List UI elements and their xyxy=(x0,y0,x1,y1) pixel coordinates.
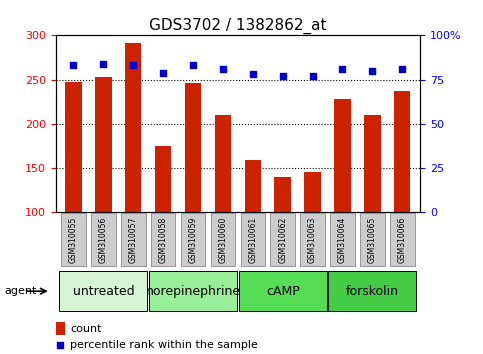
Bar xyxy=(56,322,65,335)
Text: GSM310057: GSM310057 xyxy=(129,217,138,263)
Bar xyxy=(95,77,112,212)
Point xyxy=(129,63,137,68)
Bar xyxy=(185,83,201,212)
Text: count: count xyxy=(70,324,101,333)
Text: GSM310061: GSM310061 xyxy=(248,217,257,263)
Point xyxy=(339,66,346,72)
Text: GSM310060: GSM310060 xyxy=(218,217,227,263)
Text: cAMP: cAMP xyxy=(266,285,299,298)
FancyBboxPatch shape xyxy=(181,213,205,266)
FancyBboxPatch shape xyxy=(61,213,86,266)
FancyBboxPatch shape xyxy=(151,213,175,266)
Point xyxy=(279,73,286,79)
Bar xyxy=(125,44,142,212)
Text: untreated: untreated xyxy=(72,285,134,298)
Text: GSM310059: GSM310059 xyxy=(188,217,198,263)
Point xyxy=(159,70,167,75)
FancyBboxPatch shape xyxy=(241,213,265,266)
Point xyxy=(369,68,376,74)
Text: GSM310062: GSM310062 xyxy=(278,217,287,263)
FancyBboxPatch shape xyxy=(328,271,416,311)
FancyBboxPatch shape xyxy=(91,213,115,266)
FancyBboxPatch shape xyxy=(59,271,147,311)
Text: GSM310058: GSM310058 xyxy=(158,217,168,263)
Point xyxy=(309,73,316,79)
FancyBboxPatch shape xyxy=(330,213,355,266)
Bar xyxy=(364,115,381,212)
Point xyxy=(249,72,256,77)
Bar xyxy=(334,99,351,212)
Point xyxy=(398,66,406,72)
Text: GSM310066: GSM310066 xyxy=(398,217,407,263)
FancyBboxPatch shape xyxy=(300,213,325,266)
Bar xyxy=(65,82,82,212)
Bar xyxy=(244,160,261,212)
Text: GSM310055: GSM310055 xyxy=(69,217,78,263)
Text: agent: agent xyxy=(5,286,37,296)
Bar xyxy=(394,91,411,212)
FancyBboxPatch shape xyxy=(390,213,414,266)
Bar xyxy=(215,115,231,212)
Text: GSM310064: GSM310064 xyxy=(338,217,347,263)
FancyBboxPatch shape xyxy=(270,213,295,266)
Bar xyxy=(274,177,291,212)
FancyBboxPatch shape xyxy=(211,213,235,266)
FancyBboxPatch shape xyxy=(121,213,145,266)
Point xyxy=(99,61,107,67)
FancyBboxPatch shape xyxy=(149,271,237,311)
Title: GDS3702 / 1382862_at: GDS3702 / 1382862_at xyxy=(149,18,327,34)
Point xyxy=(219,66,227,72)
Text: GSM310065: GSM310065 xyxy=(368,217,377,263)
Point xyxy=(70,63,77,68)
Point xyxy=(189,63,197,68)
FancyBboxPatch shape xyxy=(360,213,384,266)
Text: percentile rank within the sample: percentile rank within the sample xyxy=(70,340,258,350)
Text: norepinephrine: norepinephrine xyxy=(145,285,241,298)
Text: GSM310056: GSM310056 xyxy=(99,217,108,263)
FancyBboxPatch shape xyxy=(239,271,327,311)
Text: forskolin: forskolin xyxy=(346,285,399,298)
Text: GSM310063: GSM310063 xyxy=(308,217,317,263)
Bar xyxy=(304,172,321,212)
Bar xyxy=(155,146,171,212)
Point xyxy=(56,342,64,348)
